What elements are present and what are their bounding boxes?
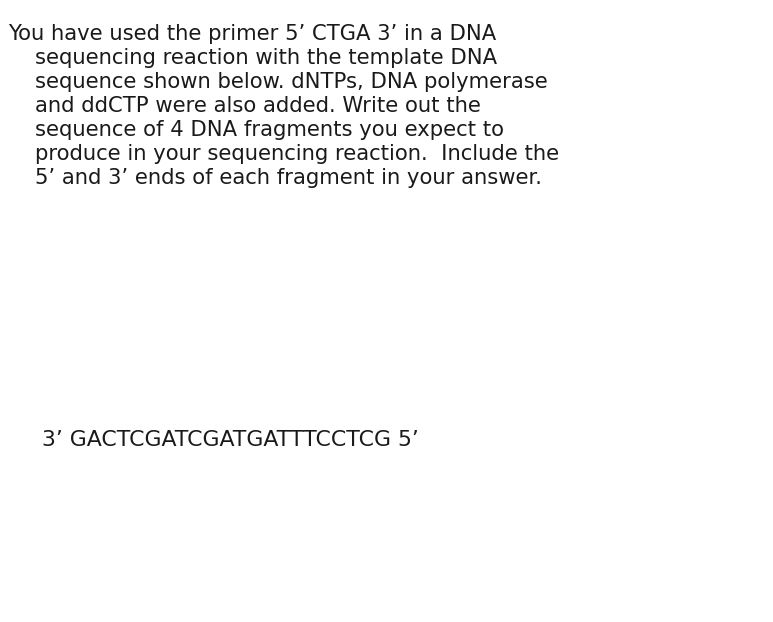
Text: You have used the primer 5’ CTGA 3’ in a DNA
    sequencing reaction with the te: You have used the primer 5’ CTGA 3’ in a…	[8, 24, 559, 188]
Text: 3’ GACTCGATCGATGATTTCCTCG 5’: 3’ GACTCGATCGATGATTTCCTCG 5’	[42, 430, 419, 450]
